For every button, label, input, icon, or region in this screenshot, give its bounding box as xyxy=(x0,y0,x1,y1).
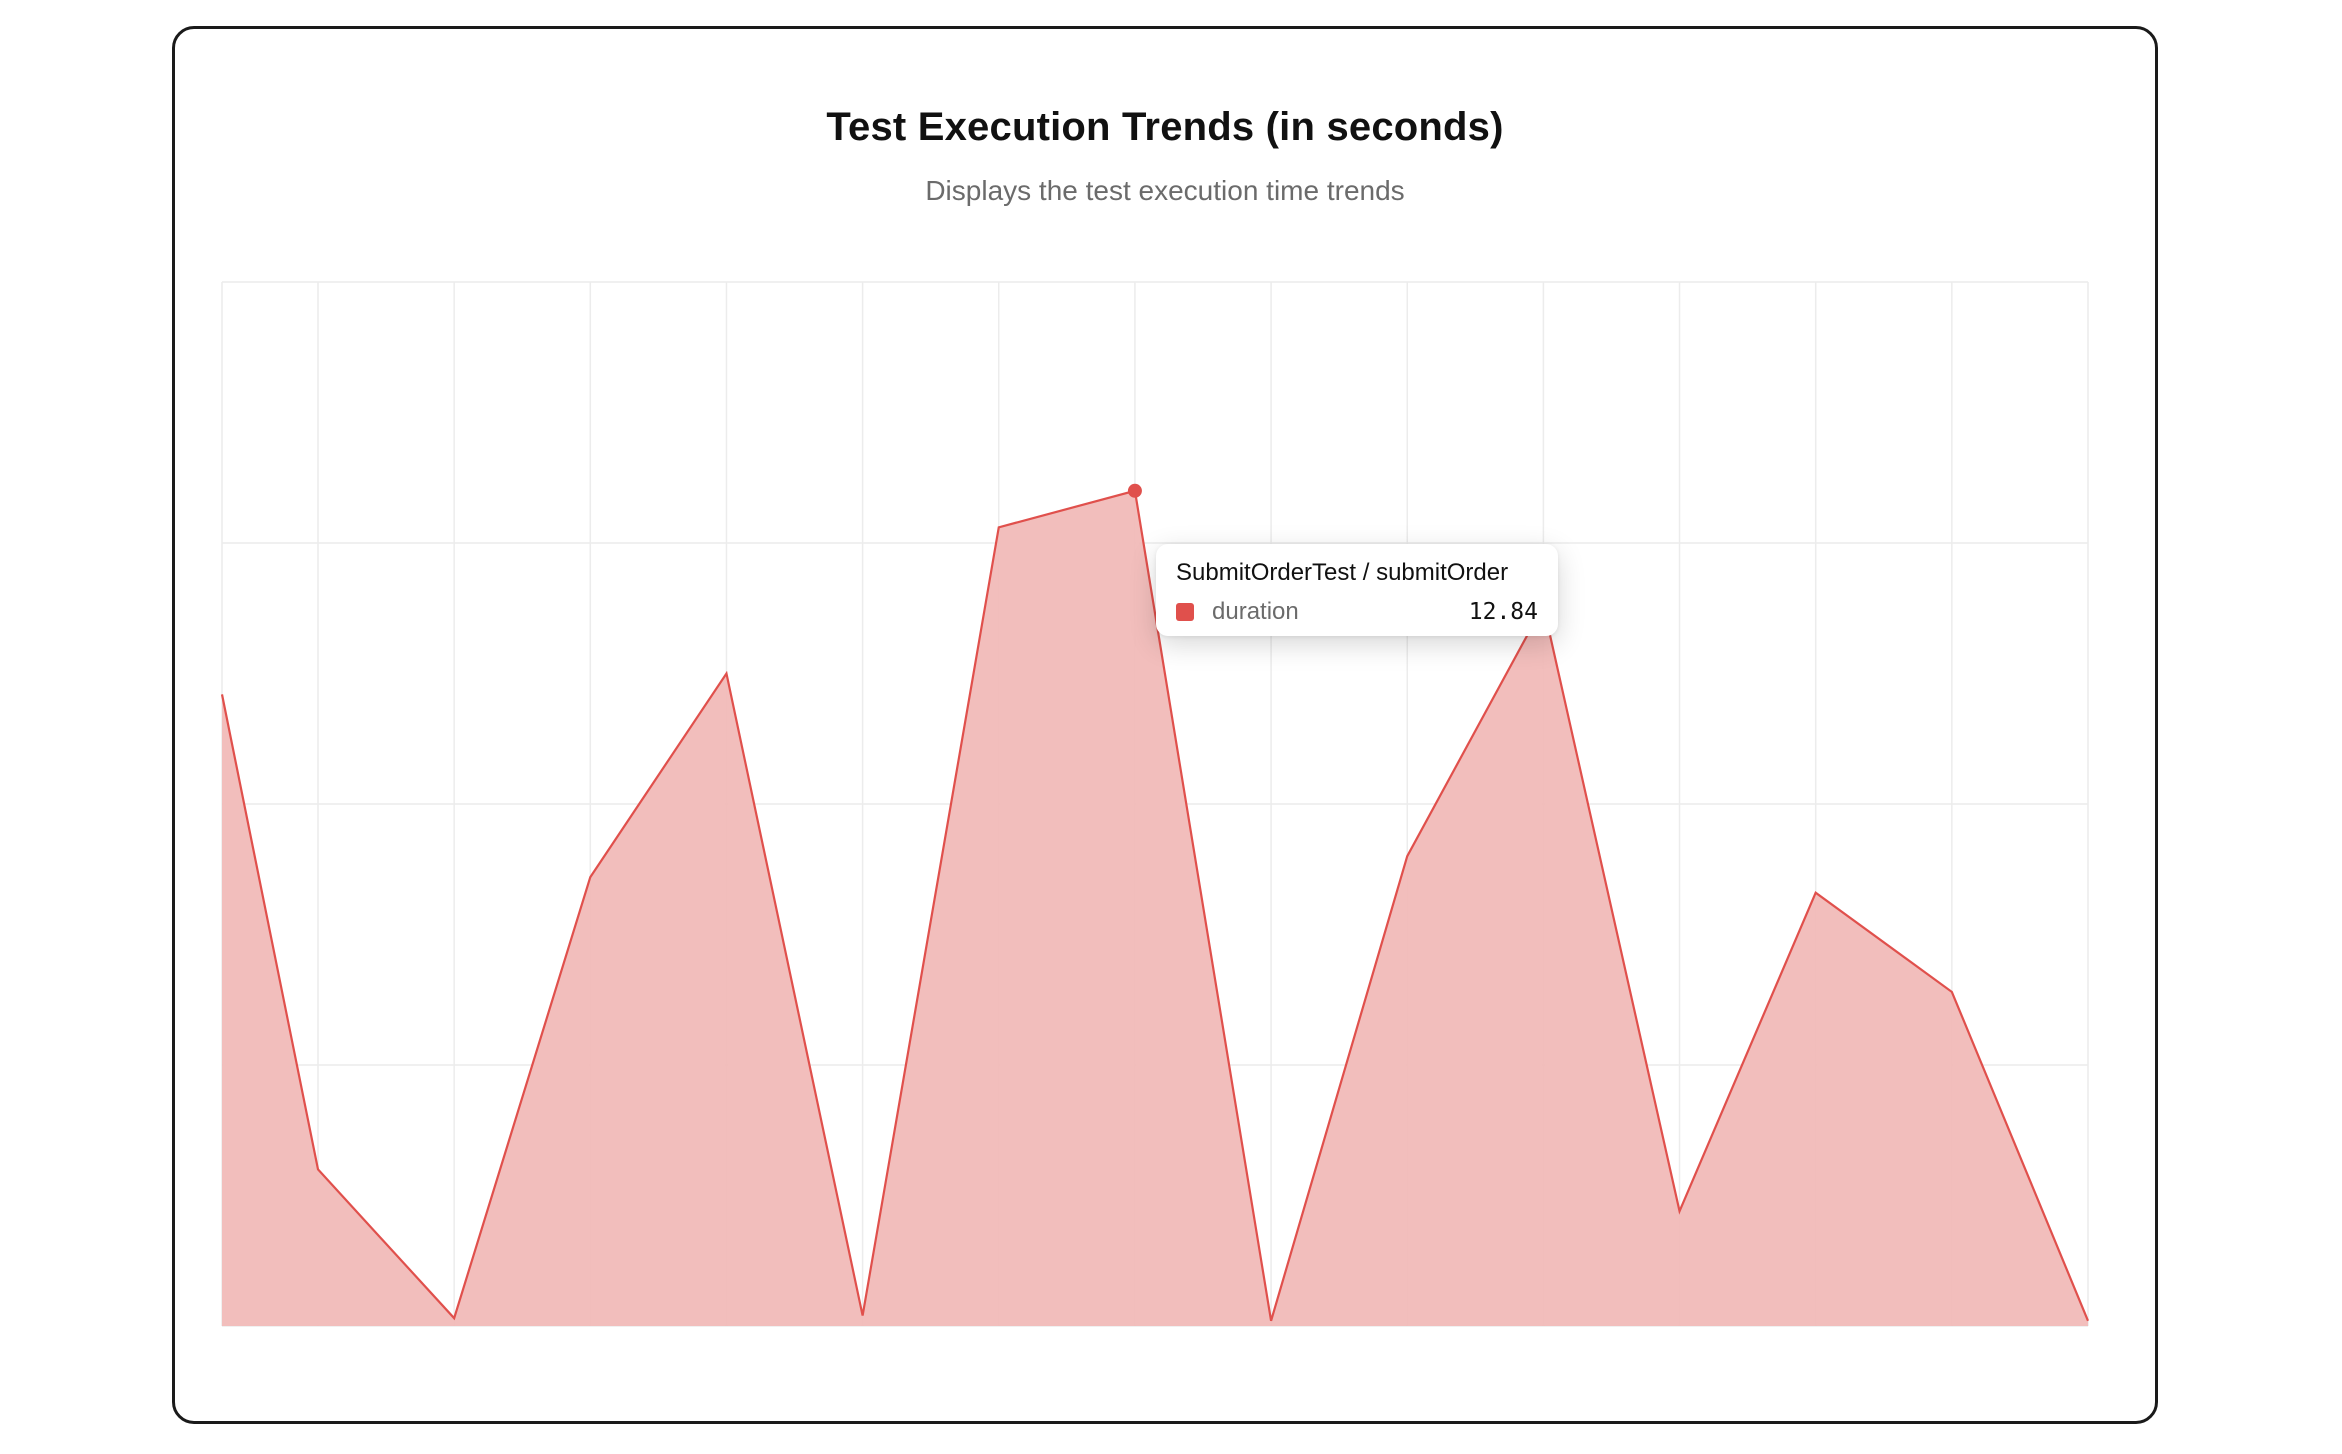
tooltip-row: duration 12.84 xyxy=(1176,598,1538,626)
chart-title: Test Execution Trends (in seconds) xyxy=(826,105,1504,149)
chart-tooltip: SubmitOrderTest / submitOrder duration 1… xyxy=(1156,544,1558,636)
tooltip-series-label: duration xyxy=(1212,598,1299,625)
chart-subtitle: Displays the test execution time trends xyxy=(925,175,1405,206)
tooltip-title: SubmitOrderTest / submitOrder xyxy=(1176,559,1509,586)
active-data-point[interactable] xyxy=(1127,483,1142,498)
tooltip-value: 12.84 xyxy=(1468,599,1538,625)
series-swatch xyxy=(1176,603,1194,621)
data-points xyxy=(1127,483,1142,498)
area-series xyxy=(220,489,2090,1326)
area-fill xyxy=(222,490,2088,1326)
